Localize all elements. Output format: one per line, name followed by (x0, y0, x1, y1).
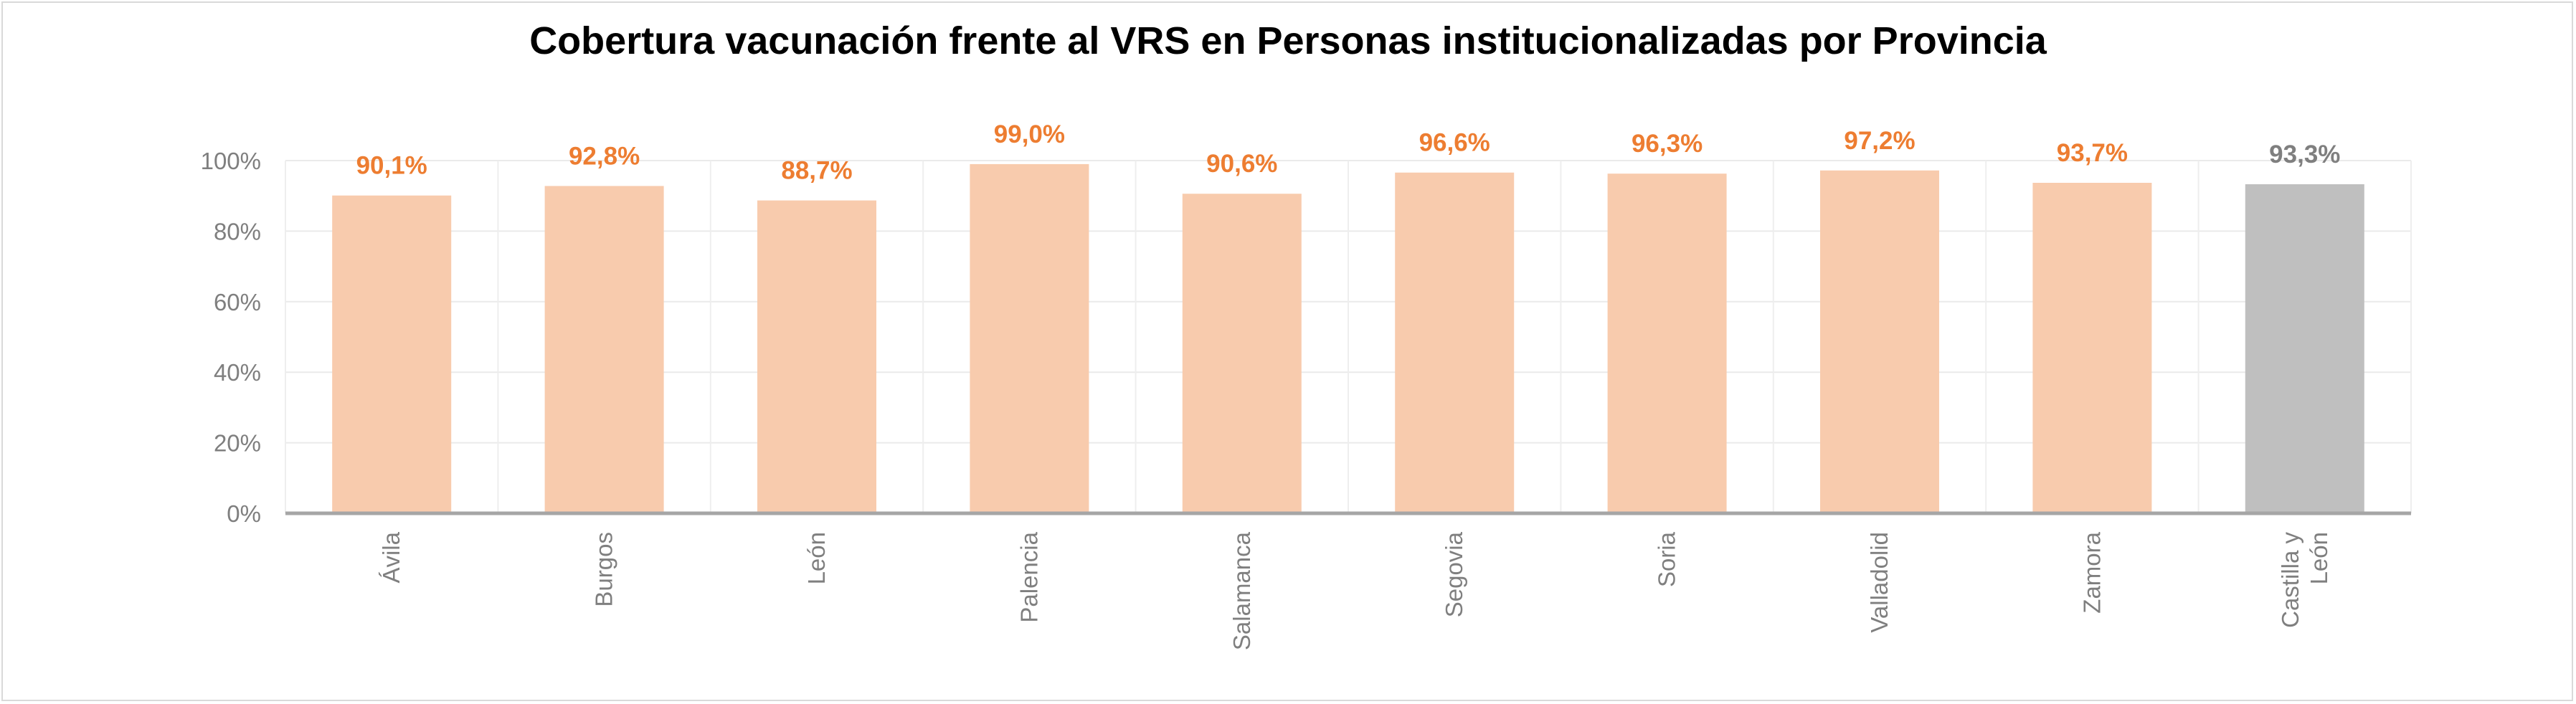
bar (970, 163, 1089, 514)
x-tick-label: Burgos (591, 532, 617, 607)
x-tick-label: Zamora (2078, 531, 2105, 613)
y-tick-label: 20% (214, 430, 261, 457)
data-labels: 90,1% 92,8% 88,7% 99,0% 90,6% 96,6% 96,3% 97,2%… (356, 120, 2341, 185)
y-tick-label: 0% (227, 500, 261, 527)
bar (1182, 194, 1302, 513)
bar (1395, 172, 1515, 513)
x-tick-label: Segovia (1441, 531, 1467, 617)
x-tick-label: Ávila (378, 531, 404, 583)
bar (2032, 182, 2152, 513)
data-label: 96,3% (1632, 130, 1703, 158)
data-label: 88,7% (781, 157, 852, 185)
x-tick-label: Salamanca (1228, 531, 1255, 650)
y-tick-label: 60% (214, 289, 261, 315)
data-label: 96,6% (1419, 129, 1490, 157)
bar (1607, 173, 1727, 514)
x-tick-label: León (803, 532, 830, 584)
data-label: 93,7% (2057, 139, 2128, 167)
data-label: 90,6% (1206, 150, 1277, 178)
data-label: 99,0% (994, 120, 1065, 148)
axes: 0% 20% 40% 60% 80% 100% Ávila Burgos León Palenci… (201, 148, 2411, 650)
y-tick-label: 80% (214, 218, 261, 244)
y-tick-label: 100% (201, 148, 261, 174)
bar (544, 186, 664, 513)
x-tick-label: Castilla yLeón (2277, 532, 2332, 628)
x-tick-label: Valladolid (1866, 532, 1893, 633)
y-tick-label: 40% (214, 359, 261, 386)
data-label: 97,2% (1844, 127, 1915, 155)
chart-title: Cobertura vacunación frente al VRS en Pe… (529, 19, 2047, 62)
bars (332, 163, 2364, 514)
data-label: 93,3% (2269, 141, 2340, 168)
data-label: 90,1% (356, 152, 427, 180)
x-tick-label: Palencia (1015, 531, 1042, 622)
data-label: 92,8% (569, 142, 640, 170)
x-tick-label: Soria (1654, 531, 1680, 587)
bar (1820, 170, 1939, 513)
bar (332, 195, 452, 513)
bar (757, 200, 876, 513)
bar (2245, 184, 2364, 513)
